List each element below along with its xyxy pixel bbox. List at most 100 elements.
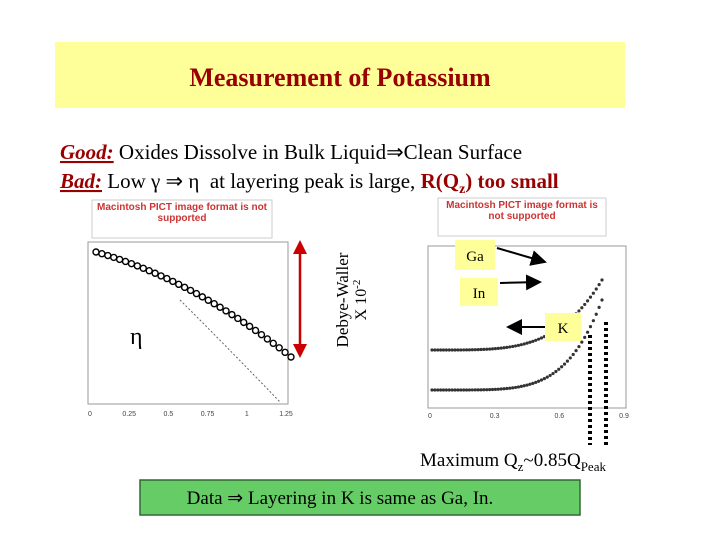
point	[104, 251, 112, 260]
point	[115, 255, 124, 264]
point	[473, 348, 477, 352]
point	[281, 348, 289, 357]
point	[597, 305, 601, 309]
left-plot-frame	[87, 241, 289, 405]
point	[583, 335, 587, 339]
point	[470, 348, 474, 352]
pointer-arrows	[496, 247, 547, 335]
right-plot-frame	[427, 245, 627, 409]
pict-text: Macintosh PICT image format is not suppo…	[446, 200, 598, 222]
point	[198, 293, 207, 301]
point	[513, 385, 518, 390]
point	[583, 302, 587, 307]
point	[534, 338, 538, 342]
point	[453, 388, 457, 392]
point	[493, 347, 497, 351]
point	[433, 388, 437, 392]
point	[519, 343, 523, 347]
emph: R(Q	[421, 169, 460, 193]
point	[508, 386, 512, 390]
pict-right: Macintosh PICT image format is not suppo…	[437, 197, 607, 237]
point	[175, 280, 183, 289]
point	[531, 339, 535, 343]
point	[534, 380, 538, 384]
emph-sub: z	[459, 182, 465, 197]
tick: 0.3	[490, 413, 500, 420]
pict-text: Macintosh PICT image format is not suppo…	[96, 202, 268, 224]
point	[519, 384, 523, 388]
point	[580, 306, 584, 310]
point	[470, 388, 474, 392]
point	[585, 330, 590, 334]
point	[508, 345, 512, 349]
point	[234, 314, 242, 323]
point	[505, 386, 509, 391]
point	[539, 378, 544, 382]
point	[505, 345, 509, 349]
point	[98, 250, 106, 258]
factor-exp: -2	[351, 280, 363, 289]
point	[496, 387, 500, 391]
point	[496, 346, 500, 350]
point	[485, 388, 489, 392]
note-text: Maximum Q	[420, 450, 518, 471]
point	[562, 362, 567, 366]
title-box	[55, 42, 625, 108]
point	[228, 310, 236, 319]
point	[450, 388, 454, 392]
point	[539, 336, 544, 340]
point	[204, 296, 212, 304]
note-sub: z	[518, 459, 524, 474]
point	[557, 367, 561, 371]
point	[473, 388, 477, 392]
point	[488, 347, 492, 351]
text: Oxides Dissolve in Bulk Liquid⇒Clean Sur…	[114, 140, 522, 164]
point	[441, 348, 446, 352]
point	[600, 278, 604, 282]
point	[462, 348, 466, 352]
point	[528, 382, 532, 386]
point	[436, 348, 440, 352]
point	[467, 348, 472, 352]
point	[450, 348, 454, 352]
point	[597, 283, 601, 287]
note: Maximum Qz~0.85QPeak	[420, 450, 606, 474]
point	[430, 388, 434, 392]
tail: too small	[472, 169, 558, 193]
factor-text: X 10	[353, 289, 370, 321]
point	[245, 322, 254, 331]
point	[511, 344, 515, 349]
point	[145, 267, 153, 275]
point	[493, 387, 497, 391]
point	[482, 347, 486, 351]
debye-waller: Debye-Waller	[333, 252, 352, 347]
tick: 0	[428, 413, 432, 420]
point	[531, 381, 535, 385]
tick: 0	[88, 411, 92, 418]
point	[522, 342, 526, 346]
point	[467, 388, 472, 392]
point	[464, 348, 469, 352]
point	[537, 337, 541, 341]
point	[462, 388, 466, 392]
point	[577, 309, 581, 313]
tick: 0.75	[201, 411, 215, 418]
point	[528, 340, 532, 344]
point	[594, 312, 598, 316]
point	[490, 347, 495, 351]
tick: 0.9	[619, 413, 629, 420]
point	[554, 369, 558, 374]
point	[499, 387, 503, 391]
double-arrow	[293, 240, 307, 358]
conclusion-box	[139, 479, 581, 516]
point	[151, 269, 159, 277]
point	[577, 344, 581, 349]
text: Low γ ⇒ η at layering peak is large,	[102, 169, 421, 193]
left-points	[92, 248, 295, 361]
point	[591, 319, 595, 323]
eta: η	[130, 324, 143, 350]
point	[216, 303, 224, 311]
point	[453, 348, 457, 352]
point	[163, 274, 171, 283]
point	[490, 387, 495, 392]
